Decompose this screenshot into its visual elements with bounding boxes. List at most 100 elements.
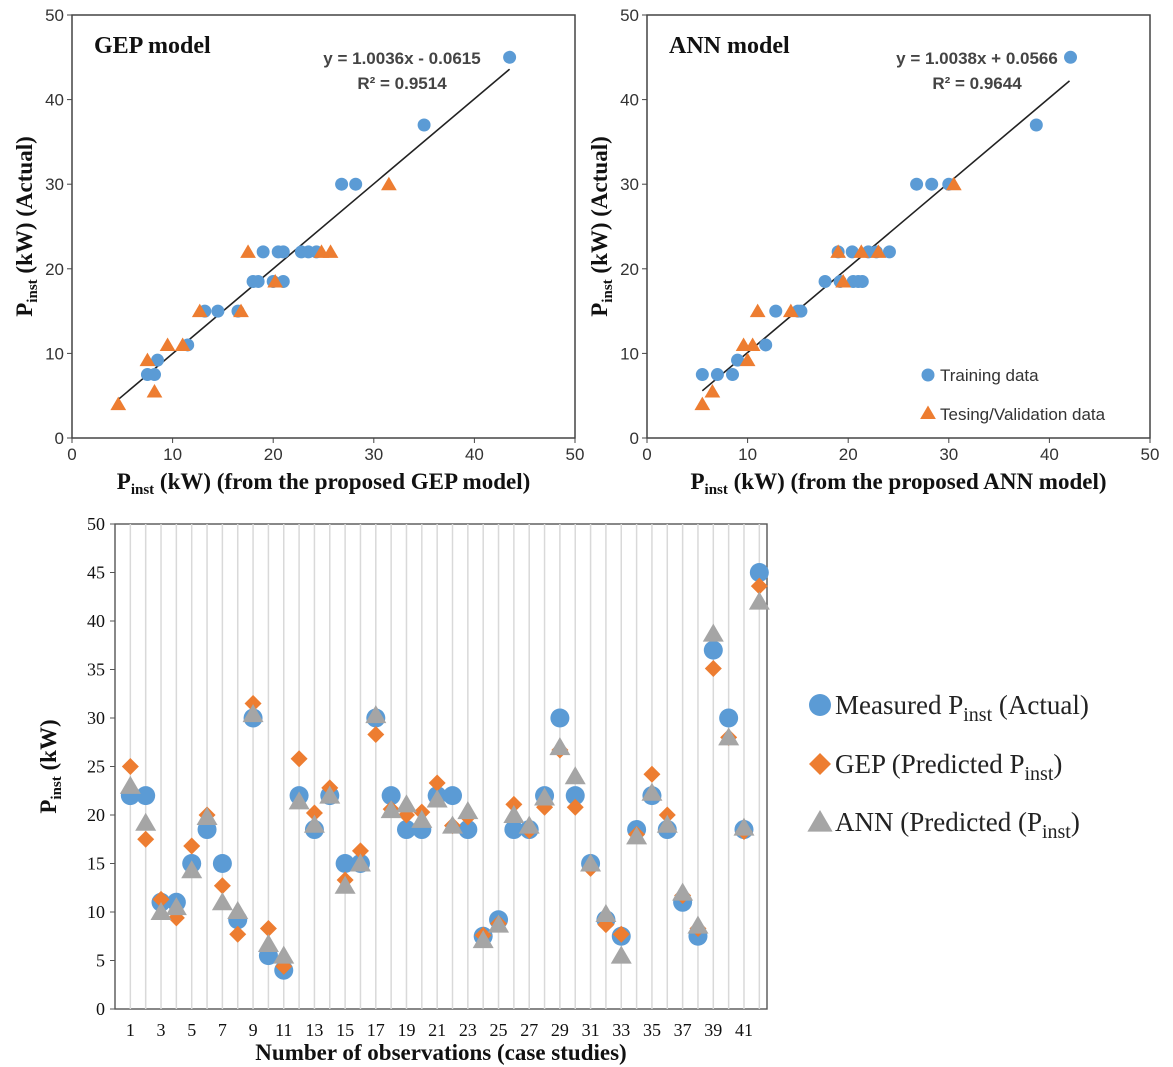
gep-point — [305, 804, 323, 822]
ann-point — [488, 914, 510, 933]
ann-point — [395, 794, 417, 813]
r-squared-value: R² = 0.9644 — [932, 74, 1022, 93]
y-axis-label: Pinst (kW) — [36, 719, 65, 813]
training-data-point — [1064, 50, 1078, 64]
x-tick-label: 33 — [612, 1020, 630, 1040]
training-data-point — [759, 338, 773, 352]
training-data-point — [726, 368, 740, 382]
ann-point — [580, 853, 602, 872]
gep-point — [351, 842, 369, 860]
x-axis-label: Pinst (kW) (from the proposed ANN model) — [690, 469, 1106, 498]
y-tick-label: 50 — [87, 514, 105, 534]
training-data-point — [910, 177, 924, 191]
gep-point — [290, 750, 308, 768]
training-data-point — [818, 274, 832, 288]
ann-point — [503, 805, 525, 823]
legend-gep-marker — [809, 753, 831, 775]
ann-point — [181, 860, 203, 879]
measured-point — [443, 786, 463, 806]
gep-point — [566, 798, 584, 816]
x-tick-label: 17 — [367, 1020, 385, 1040]
validation-data-point — [830, 244, 847, 258]
ann-point — [518, 815, 540, 834]
legend-label: GEP (Predicted Pinst) — [835, 749, 1062, 785]
gep-point — [643, 765, 661, 783]
ann-point — [733, 817, 755, 836]
y-tick-label: 10 — [45, 344, 64, 363]
measured-point — [212, 854, 232, 873]
plot-frame — [71, 14, 576, 439]
gep-point — [704, 660, 722, 678]
ann-point — [564, 766, 586, 785]
y-axis-label: Pinst (kW) (Actual) — [12, 136, 41, 317]
ann-point — [411, 809, 433, 828]
x-tick-label: 40 — [1040, 445, 1059, 464]
x-tick-label: 11 — [275, 1020, 292, 1040]
y-tick-label: 0 — [630, 429, 639, 448]
training-data-point — [1029, 118, 1043, 132]
y-tick-label: 15 — [87, 854, 105, 874]
ann-point — [303, 814, 325, 833]
x-tick-label: 50 — [1141, 445, 1160, 464]
gep-model-scatter-chart: 0 10 20 30 40 50 0 10 20 30 40 50 GEP model y = 1.003… — [12, 6, 584, 498]
legend-label: ANN (Predicted (Pinst) — [835, 807, 1080, 843]
x-tick-label: 20 — [264, 445, 283, 464]
legend-label: Measured Pinst (Actual) — [835, 690, 1089, 726]
ann-point — [549, 737, 571, 756]
training-data-point — [925, 177, 939, 191]
regression-equation: y = 1.0038x + 0.0566 — [896, 49, 1058, 68]
ann-point — [442, 815, 464, 834]
ann-point — [656, 814, 678, 833]
training-data-point — [349, 177, 363, 191]
y-tick-label: 35 — [87, 660, 105, 680]
x-axis-label: Pinst (kW) (from the proposed GEP model) — [117, 469, 531, 498]
validation-data-point — [945, 176, 962, 191]
legend-validation-label: Tesing/Validation data — [940, 405, 1106, 424]
ann-point — [135, 812, 157, 831]
gep-point — [505, 795, 523, 813]
x-tick-label: 7 — [218, 1020, 227, 1040]
trendline — [701, 80, 1071, 392]
gep-point — [612, 925, 630, 943]
measured-point — [504, 820, 524, 840]
x-tick-label: 23 — [459, 1020, 477, 1040]
validation-data-point — [744, 337, 761, 351]
measured-point — [703, 640, 723, 660]
validation-data-point — [267, 273, 284, 288]
y-tick-label: 30 — [620, 175, 639, 194]
ann-point — [227, 901, 249, 920]
panel-title: ANN model — [669, 33, 790, 59]
gep-point — [152, 890, 170, 908]
x-tick-label: 20 — [839, 445, 858, 464]
ann-point — [365, 705, 387, 724]
ann-point — [334, 875, 356, 894]
gep-point — [137, 830, 155, 848]
training-data-point — [211, 304, 225, 318]
y-tick-label: 40 — [87, 611, 105, 631]
legend-ann-marker — [807, 810, 833, 832]
x-tick-label: 13 — [305, 1020, 323, 1040]
x-tick-label: 31 — [582, 1020, 600, 1040]
ann-point — [211, 892, 233, 911]
training-data-point — [695, 368, 709, 382]
x-axis-label: Number of observations (case studies) — [255, 1040, 626, 1065]
validation-data-point — [835, 273, 852, 288]
validation-data-point — [749, 303, 766, 318]
ann-point — [165, 897, 187, 916]
x-tick-label: 10 — [163, 445, 182, 464]
ann-point — [672, 882, 694, 901]
training-data-point — [147, 368, 161, 382]
measured-point — [396, 820, 416, 840]
y-tick-label: 30 — [45, 175, 64, 194]
x-tick-label: 27 — [520, 1020, 538, 1040]
validation-data-point — [159, 337, 176, 351]
y-tick-label: 50 — [45, 6, 64, 25]
y-tick-label: 10 — [620, 344, 639, 363]
measured-point — [565, 786, 585, 806]
x-tick-label: 1 — [126, 1020, 135, 1040]
panel-title: GEP model — [94, 33, 211, 59]
validation-data-point — [739, 352, 756, 367]
x-tick-label: 0 — [642, 445, 651, 464]
y-tick-label: 0 — [55, 429, 64, 448]
